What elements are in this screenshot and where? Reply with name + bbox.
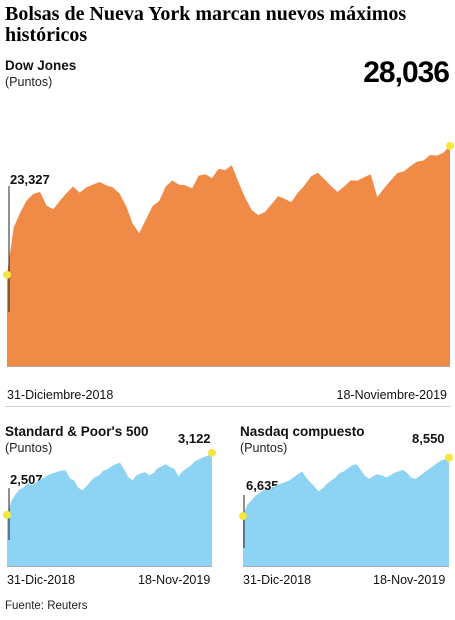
sp-end-value: 3,122 (178, 431, 211, 446)
dow-start-date: 31-Diciembre-2018 (7, 388, 114, 402)
nasdaq-start-marker (239, 512, 247, 521)
sp-area-series (7, 452, 212, 566)
sp-unit: (Puntos) (5, 441, 53, 455)
dow-start-value: 23,327 (10, 172, 50, 187)
source-note: Fuente: Reuters (5, 600, 88, 612)
sp-start-marker (3, 510, 11, 519)
sp-title: Standard & Poor's 500 (5, 424, 149, 439)
page-title: Bolsas de Nueva York marcan nuevos máxim… (5, 3, 407, 46)
sp-start-value: 2,507 (10, 472, 43, 487)
divider-line (5, 406, 450, 407)
nasdaq-end-value: 8,550 (412, 431, 445, 446)
nasdaq-start-date: 31-Dic-2018 (243, 573, 312, 587)
nasdaq-end-marker (445, 453, 453, 462)
dow-title: Dow Jones (5, 58, 77, 73)
dow-area-series (7, 145, 450, 366)
dow-end-marker (446, 141, 454, 150)
nasdaq-title: Nasdaq compuesto (240, 424, 365, 439)
sp-end-marker (208, 448, 216, 457)
sp-start-date: 31-Dic-2018 (7, 573, 76, 587)
dow-unit: (Puntos) (5, 75, 53, 89)
dow-start-marker (3, 270, 11, 279)
nasdaq-unit: (Puntos) (240, 441, 288, 455)
nasdaq-end-date: 18-Nov-2019 (373, 573, 446, 587)
sp-end-date: 18-Nov-2019 (138, 573, 211, 587)
nasdaq-area-series (243, 457, 449, 566)
dow-end-value: 28,036 (363, 56, 450, 89)
dow-end-date: 18-Noviembre-2019 (336, 388, 447, 402)
